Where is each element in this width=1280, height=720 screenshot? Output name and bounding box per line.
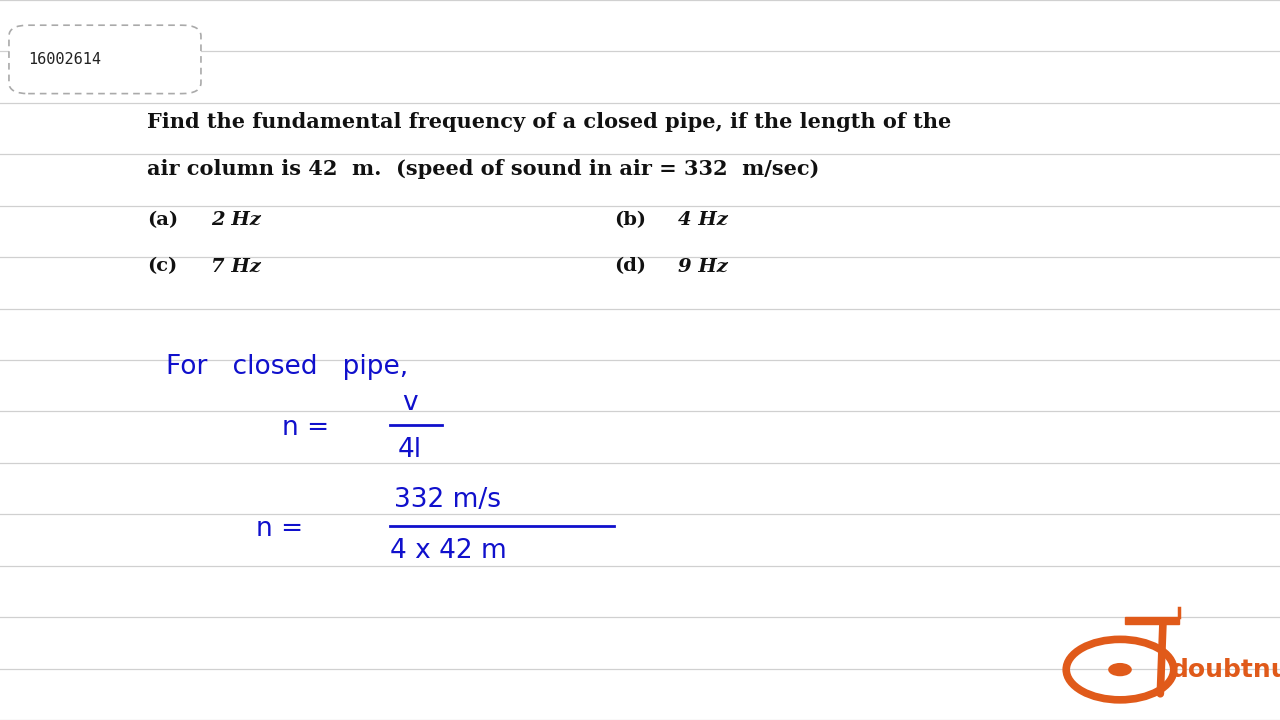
- Text: 332 m/s: 332 m/s: [394, 487, 502, 513]
- Text: (a): (a): [147, 210, 178, 229]
- Text: 9 Hz: 9 Hz: [678, 257, 728, 275]
- Circle shape: [1108, 663, 1132, 676]
- Text: n =: n =: [256, 516, 303, 542]
- Text: (c): (c): [147, 257, 178, 275]
- Text: For   closed   pipe,: For closed pipe,: [166, 354, 408, 380]
- Text: 2 Hz: 2 Hz: [211, 210, 261, 229]
- Text: air column is 42  m.  (speed of sound in air = 332  m/sec): air column is 42 m. (speed of sound in a…: [147, 159, 819, 179]
- Text: 4 Hz: 4 Hz: [678, 210, 728, 229]
- Polygon shape: [1125, 616, 1179, 624]
- Text: 16002614: 16002614: [28, 52, 101, 67]
- Text: (d): (d): [614, 257, 646, 275]
- FancyBboxPatch shape: [9, 25, 201, 94]
- Text: doubtnut: doubtnut: [1171, 657, 1280, 682]
- Text: 7 Hz: 7 Hz: [211, 257, 261, 275]
- Text: (b): (b): [614, 210, 646, 229]
- Text: 4 x 42 m: 4 x 42 m: [389, 538, 507, 564]
- Text: v: v: [402, 390, 417, 416]
- Text: Find the fundamental frequency of a closed pipe, if the length of the: Find the fundamental frequency of a clos…: [147, 112, 951, 132]
- Text: 4l: 4l: [398, 437, 421, 463]
- Text: n =: n =: [282, 415, 329, 441]
